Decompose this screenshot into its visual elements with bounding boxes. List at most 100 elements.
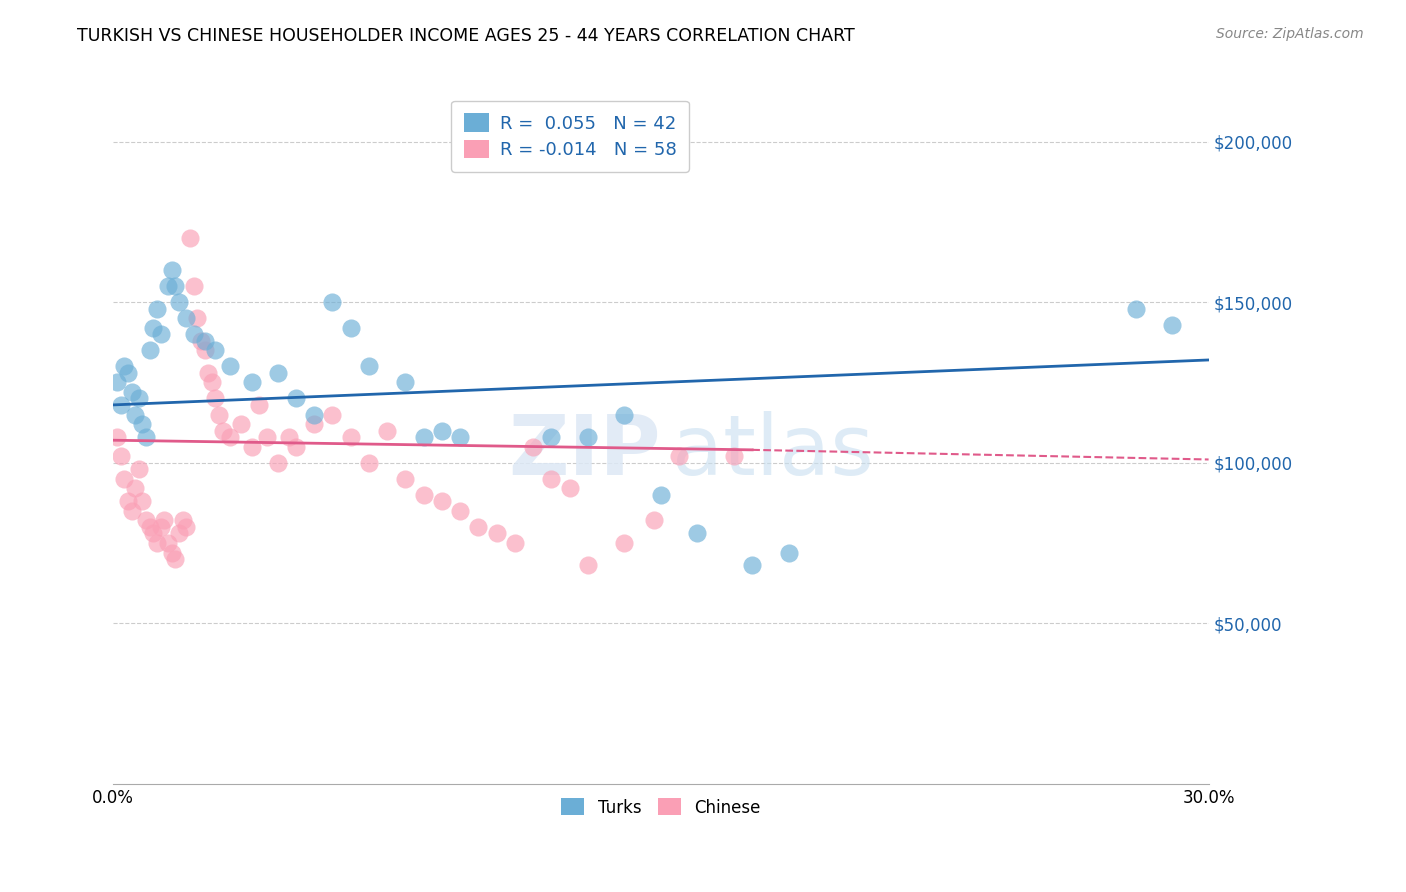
Point (131, 417, 153, 432)
Point (778, 545, 800, 559)
Point (139, 343, 162, 358)
Point (112, 359, 135, 374)
Point (165, 552, 187, 566)
Text: atlas: atlas (672, 411, 873, 492)
Point (204, 343, 226, 358)
Point (503, 536, 526, 550)
Point (193, 343, 215, 358)
Point (394, 376, 416, 390)
Point (219, 430, 242, 444)
Point (142, 321, 165, 335)
Point (117, 494, 139, 508)
Point (167, 295, 190, 310)
Point (467, 520, 489, 534)
Point (172, 513, 194, 527)
Point (540, 472, 562, 486)
Point (201, 376, 224, 390)
Point (121, 385, 143, 400)
Text: TURKISH VS CHINESE HOUSEHOLDER INCOME AGES 25 - 44 YEARS CORRELATION CHART: TURKISH VS CHINESE HOUSEHOLDER INCOME AG… (77, 27, 855, 45)
Point (558, 482, 581, 496)
Point (357, 359, 380, 374)
Point (266, 366, 288, 380)
Point (135, 430, 157, 444)
Point (174, 311, 197, 326)
Point (247, 398, 270, 412)
Point (124, 482, 146, 496)
Point (1125, 301, 1147, 316)
Point (668, 450, 690, 464)
Point (124, 408, 146, 422)
Point (394, 472, 416, 486)
Point (741, 558, 763, 573)
Point (449, 504, 471, 518)
Point (540, 430, 562, 444)
Point (128, 392, 150, 406)
Point (197, 366, 219, 380)
Point (339, 321, 361, 335)
Point (142, 526, 165, 541)
Point (160, 545, 183, 559)
Point (321, 408, 343, 422)
Point (139, 520, 162, 534)
Point (240, 376, 263, 390)
Point (149, 327, 172, 342)
Point (128, 462, 150, 476)
Text: Source: ZipAtlas.com: Source: ZipAtlas.com (1216, 27, 1364, 41)
Point (110, 450, 132, 464)
Point (686, 526, 709, 541)
Point (302, 417, 325, 432)
Point (149, 520, 172, 534)
Point (229, 417, 252, 432)
Point (430, 424, 453, 438)
Point (1161, 318, 1184, 332)
Point (522, 440, 544, 454)
Point (146, 536, 169, 550)
Point (412, 488, 434, 502)
Point (117, 366, 139, 380)
Point (190, 334, 212, 348)
Point (650, 488, 672, 502)
Point (183, 279, 205, 293)
Point (613, 536, 636, 550)
Point (105, 430, 128, 444)
Point (240, 440, 263, 454)
Point (277, 430, 299, 444)
Point (321, 295, 343, 310)
Point (613, 408, 636, 422)
Point (183, 327, 205, 342)
Point (576, 430, 599, 444)
Point (284, 440, 307, 454)
Point (723, 450, 745, 464)
Point (302, 408, 325, 422)
Point (208, 408, 231, 422)
Text: ZIP: ZIP (509, 411, 661, 492)
Point (485, 526, 508, 541)
Point (153, 513, 176, 527)
Point (112, 472, 135, 486)
Point (165, 279, 187, 293)
Point (643, 513, 665, 527)
Point (121, 504, 143, 518)
Point (211, 424, 233, 438)
Point (430, 494, 453, 508)
Point (357, 456, 380, 470)
Point (105, 376, 128, 390)
Point (157, 536, 180, 550)
Point (174, 520, 197, 534)
Point (179, 231, 201, 245)
Point (412, 430, 434, 444)
Legend: Turks, Chinese: Turks, Chinese (553, 790, 769, 825)
Point (131, 494, 153, 508)
Point (449, 430, 471, 444)
Point (186, 311, 208, 326)
Point (204, 392, 226, 406)
Point (110, 398, 132, 412)
Point (157, 279, 180, 293)
Point (284, 392, 307, 406)
Point (576, 558, 599, 573)
Point (375, 424, 398, 438)
Point (146, 301, 169, 316)
Point (339, 430, 361, 444)
Point (219, 359, 242, 374)
Point (256, 430, 278, 444)
